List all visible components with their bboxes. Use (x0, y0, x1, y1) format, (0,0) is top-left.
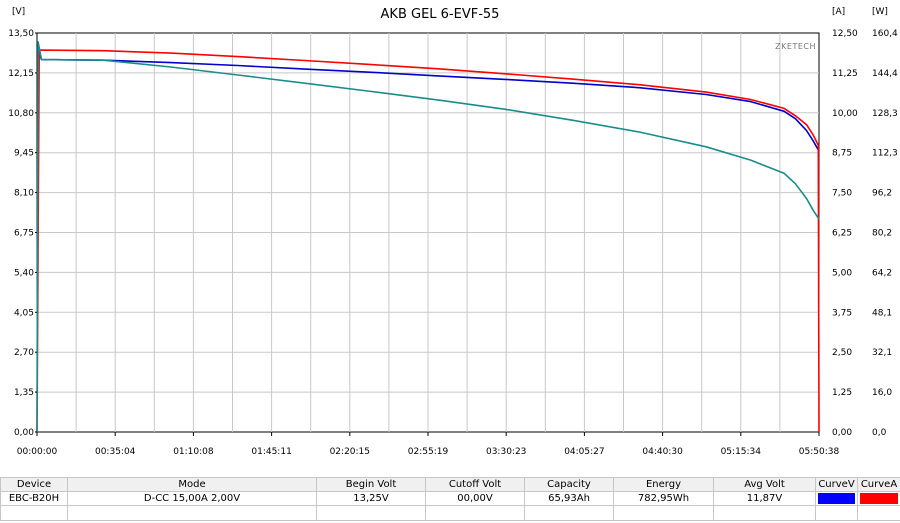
hdr-curve-v: CurveV (815, 477, 858, 492)
x-tick-label: 05:15:34 (721, 447, 762, 457)
hdr-avg-volt: Avg Volt (713, 477, 816, 492)
y-right1-tick-label: 11,25 (832, 69, 858, 79)
x-tick-label: 04:40:30 (642, 447, 683, 457)
y-left-tick-label: 13,50 (8, 29, 34, 39)
curve-a-swatch-cell[interactable] (857, 491, 900, 506)
y-right2-tick-label: 160,4 (872, 29, 898, 39)
x-tick-label: 05:50:38 (799, 447, 840, 457)
y-right2-tick-label: 112,3 (872, 149, 898, 159)
val-mode: D-CC 15,00A 2,00V (67, 491, 317, 506)
y-right2-tick-label: 64,2 (872, 268, 892, 278)
y-left-tick-label: 0,00 (14, 428, 34, 438)
x-tick-label: 00:35:04 (95, 447, 136, 457)
unit-left: [V] (12, 7, 25, 17)
y-right1-tick-label: 2,50 (832, 348, 852, 358)
hdr-mode: Mode (67, 477, 317, 492)
y-right1-tick-label: 7,50 (832, 189, 852, 199)
y-left-tick-label: 10,80 (8, 109, 34, 119)
hdr-begin-volt: Begin Volt (316, 477, 426, 492)
curve-v-color-swatch[interactable] (818, 493, 855, 504)
y-right2-tick-label: 16,0 (872, 388, 892, 398)
hdr-curve-a: CurveA (857, 477, 900, 492)
hdr-capacity: Capacity (524, 477, 614, 492)
series-group (36, 41, 820, 433)
info-empty-row (0, 505, 900, 521)
val-begin-volt: 13,25V (316, 491, 426, 506)
hdr-device: Device (0, 477, 68, 492)
x-tick-label: 01:10:08 (173, 447, 214, 457)
val-energy: 782,95Wh (613, 491, 714, 506)
y-right1-tick-label: 8,75 (832, 149, 852, 159)
brand-label: ZKETECH (775, 42, 816, 51)
unit-right1: [A] (832, 7, 845, 17)
y-right2-tick-label: 0,0 (872, 428, 887, 438)
y-right1-tick-label: 3,75 (832, 308, 852, 318)
y-right1-tick-label: 5,00 (832, 268, 852, 278)
info-value-row: EBC-B20H D-CC 15,00A 2,00V 13,25V 00,00V… (0, 491, 900, 506)
x-tick-label: 00:00:00 (17, 447, 58, 457)
series-line-curvea (36, 49, 820, 433)
y-left-tick-label: 8,10 (14, 189, 34, 199)
y-right1-tick-label: 10,00 (832, 109, 858, 119)
val-avg-volt: 11,87V (713, 491, 816, 506)
val-device: EBC-B20H (0, 491, 68, 506)
y-left-tick-label: 9,45 (14, 149, 34, 159)
info-header-row: Device Mode Begin Volt Cutoff Volt Capac… (0, 477, 900, 492)
x-tick-label: 01:45:11 (251, 447, 291, 457)
discharge-chart: 00:00:00 00:35:04 01:10:08 01:45:11 02:20:15… (8, 7, 899, 457)
x-tick-label: 04:05:27 (564, 447, 604, 457)
y-right1-tick-label: 6,25 (832, 229, 852, 239)
y-left-tick-label: 2,70 (14, 348, 34, 358)
curve-v-swatch-cell[interactable] (815, 491, 858, 506)
hdr-energy: Energy (613, 477, 714, 492)
y-right2-tick-label: 32,1 (872, 348, 892, 358)
y-left-tick-label: 1,35 (14, 388, 34, 398)
y-right1-tick-label: 12,50 (832, 29, 858, 39)
val-capacity: 65,93Ah (524, 491, 614, 506)
y-left-tick-label: 12,15 (8, 69, 34, 79)
y-right2-tick-label: 80,2 (872, 229, 892, 239)
y-left-tick-label: 5,40 (14, 268, 34, 278)
y-left-tick-label: 6,75 (14, 229, 34, 239)
unit-right2: [W] (872, 7, 888, 17)
series-line-curvev (36, 47, 820, 152)
x-tick-label: 02:55:19 (408, 447, 449, 457)
y-right1-tick-label: 0,00 (832, 428, 852, 438)
info-table: Device Mode Begin Volt Cutoff Volt Capac… (0, 477, 900, 521)
chart-title: AKB GEL 6-EVF-55 (381, 7, 500, 22)
axis-labels: 00:00:00 00:35:04 01:10:08 01:45:11 02:20:15… (8, 29, 898, 457)
grid (37, 33, 819, 432)
hdr-cutoff-volt: Cutoff Volt (425, 477, 525, 492)
curve-a-color-swatch[interactable] (860, 493, 898, 504)
series-line-power (36, 41, 820, 433)
y-left-tick-label: 4,05 (14, 308, 34, 318)
y-right2-tick-label: 144,4 (872, 69, 898, 79)
y-right1-tick-label: 1,25 (832, 388, 852, 398)
y-right2-tick-label: 96,2 (872, 189, 892, 199)
x-tick-label: 03:30:23 (486, 447, 526, 457)
y-right2-tick-label: 48,1 (872, 308, 892, 318)
y-right2-tick-label: 128,3 (872, 109, 898, 119)
val-cutoff-volt: 00,00V (425, 491, 525, 506)
x-tick-label: 02:20:15 (330, 447, 370, 457)
